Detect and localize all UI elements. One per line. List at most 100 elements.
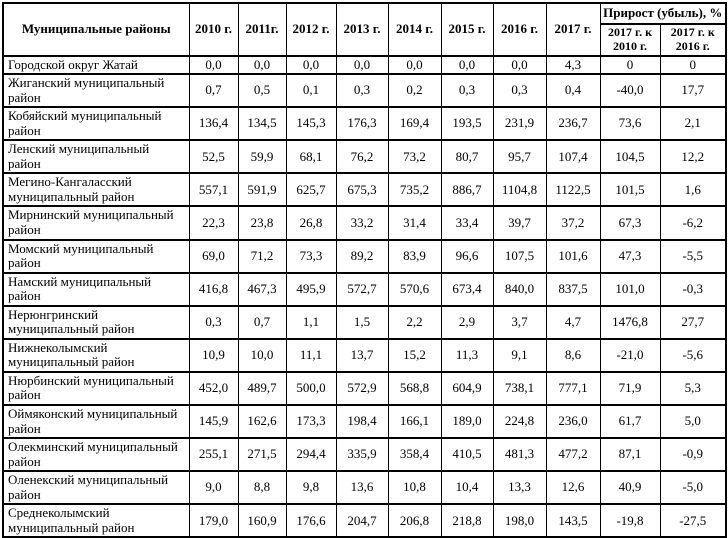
table-row: Нюрбинский муниципальный район 452,0 489… <box>2 370 727 407</box>
header-year-2014: 2014 г. <box>387 2 442 57</box>
value-cell: 8,8 <box>237 470 287 506</box>
value-cell: 0,0 <box>237 54 287 76</box>
value-cell: 489,7 <box>237 370 287 407</box>
value-cell: 160,9 <box>237 503 287 538</box>
value-cell: 0,4 <box>545 73 601 109</box>
value-cell: 59,9 <box>237 139 287 175</box>
district-name-cell: Оймяконский муниципальный район <box>2 404 190 440</box>
value-cell: 12,2 <box>659 139 727 175</box>
table-row: Среднеколымский муниципальный район 179,… <box>2 503 727 538</box>
value-cell: 13,3 <box>492 470 547 506</box>
value-cell: 2,1 <box>659 106 727 142</box>
value-cell: 572,7 <box>335 271 389 307</box>
value-cell: 189,0 <box>440 404 494 440</box>
value-cell: 176,6 <box>285 503 337 538</box>
header-row-main: Муниципальные районы 2010 г. 2011г. 2012… <box>2 2 727 57</box>
value-cell: 218,8 <box>440 503 494 538</box>
value-cell: 0,0 <box>335 54 389 76</box>
header-growth-group: Прирост (убыль), % <box>599 2 727 25</box>
value-cell: 5,0 <box>659 404 727 440</box>
value-cell: 17,7 <box>659 73 727 109</box>
value-cell: 557,1 <box>188 172 239 208</box>
header-year-2015: 2015 г. <box>440 2 494 57</box>
value-cell: 15,2 <box>387 337 442 373</box>
header-year-2012: 2012 г. <box>285 2 337 57</box>
district-name-cell: Кобяйский муниципальный район <box>2 106 190 142</box>
value-cell: 777,1 <box>545 370 601 407</box>
table-body: Городской округ Жатай 0,0 0,0 0,0 0,0 0,… <box>2 54 727 538</box>
value-cell: 0,7 <box>188 73 239 109</box>
value-cell: 61,7 <box>599 404 661 440</box>
value-cell: 11,1 <box>285 337 337 373</box>
value-cell: 9,8 <box>285 470 337 506</box>
district-name-cell: Жиганский муниципальный район <box>2 73 190 109</box>
value-cell: 101,6 <box>545 238 601 274</box>
value-cell: 10,8 <box>387 470 442 506</box>
value-cell: 840,0 <box>492 271 547 307</box>
value-cell: 9,0 <box>188 470 239 506</box>
value-cell: 107,5 <box>492 238 547 274</box>
value-cell: 13,6 <box>335 470 389 506</box>
value-cell: 481,3 <box>492 437 547 473</box>
value-cell: -0,9 <box>659 437 727 473</box>
value-cell: -5,6 <box>659 337 727 373</box>
value-cell: 625,7 <box>285 172 337 208</box>
value-cell: 179,0 <box>188 503 239 538</box>
value-cell: 134,5 <box>237 106 287 142</box>
value-cell: 604,9 <box>440 370 494 407</box>
value-cell: 0,3 <box>492 73 547 109</box>
value-cell: -40,0 <box>599 73 661 109</box>
value-cell: 198,4 <box>335 404 389 440</box>
value-cell: 145,9 <box>188 404 239 440</box>
value-cell: 358,4 <box>387 437 442 473</box>
value-cell: 9,1 <box>492 337 547 373</box>
value-cell: 11,3 <box>440 337 494 373</box>
value-cell: 572,9 <box>335 370 389 407</box>
value-cell: 5,3 <box>659 370 727 407</box>
value-cell: 0,7 <box>237 304 287 340</box>
value-cell: -5,0 <box>659 470 727 506</box>
district-name-cell: Среднеколымский муниципальный район <box>2 503 190 538</box>
value-cell: 145,3 <box>285 106 337 142</box>
header-growth-2017-vs-2010: 2017 г. к 2010 г. <box>599 22 661 57</box>
value-cell: 224,8 <box>492 404 547 440</box>
table-row: Олекминский муниципальный район 255,1 27… <box>2 437 727 473</box>
district-name-cell: Момский муниципальный район <box>2 238 190 274</box>
value-cell: 71,2 <box>237 238 287 274</box>
value-cell: 591,9 <box>237 172 287 208</box>
value-cell: 570,6 <box>387 271 442 307</box>
district-name-cell: Оленекский муниципальный район <box>2 470 190 506</box>
value-cell: 206,8 <box>387 503 442 538</box>
district-name-cell: Намский муниципальный район <box>2 271 190 307</box>
value-cell: 2,2 <box>387 304 442 340</box>
value-cell: 0,0 <box>492 54 547 76</box>
value-cell: 33,4 <box>440 205 494 241</box>
table-row: Оленекский муниципальный район 9,0 8,8 9… <box>2 470 727 506</box>
value-cell: 204,7 <box>335 503 389 538</box>
value-cell: 39,7 <box>492 205 547 241</box>
value-cell: 83,9 <box>387 238 442 274</box>
value-cell: 1,5 <box>335 304 389 340</box>
value-cell: 735,2 <box>387 172 442 208</box>
district-name-cell: Нюрбинский муниципальный район <box>2 370 190 407</box>
value-cell: 26,8 <box>285 205 337 241</box>
table-row: Нижнеколымский муниципальный район 10,9 … <box>2 337 727 373</box>
value-cell: 162,6 <box>237 404 287 440</box>
value-cell: 136,4 <box>188 106 239 142</box>
value-cell: 23,8 <box>237 205 287 241</box>
header-district-column: Муниципальные районы <box>2 2 190 57</box>
value-cell: 568,8 <box>387 370 442 407</box>
value-cell: 69,0 <box>188 238 239 274</box>
value-cell: 107,4 <box>545 139 601 175</box>
value-cell: 236,7 <box>545 106 601 142</box>
value-cell: 31,4 <box>387 205 442 241</box>
value-cell: 95,7 <box>492 139 547 175</box>
header-year-2016: 2016 г. <box>492 2 547 57</box>
value-cell: 47,3 <box>599 238 661 274</box>
value-cell: 886,7 <box>440 172 494 208</box>
district-name-cell: Мегино-Кангаласский муниципальный район <box>2 172 190 208</box>
value-cell: 4,7 <box>545 304 601 340</box>
value-cell: 0,3 <box>335 73 389 109</box>
value-cell: 294,4 <box>285 437 337 473</box>
value-cell: 52,5 <box>188 139 239 175</box>
